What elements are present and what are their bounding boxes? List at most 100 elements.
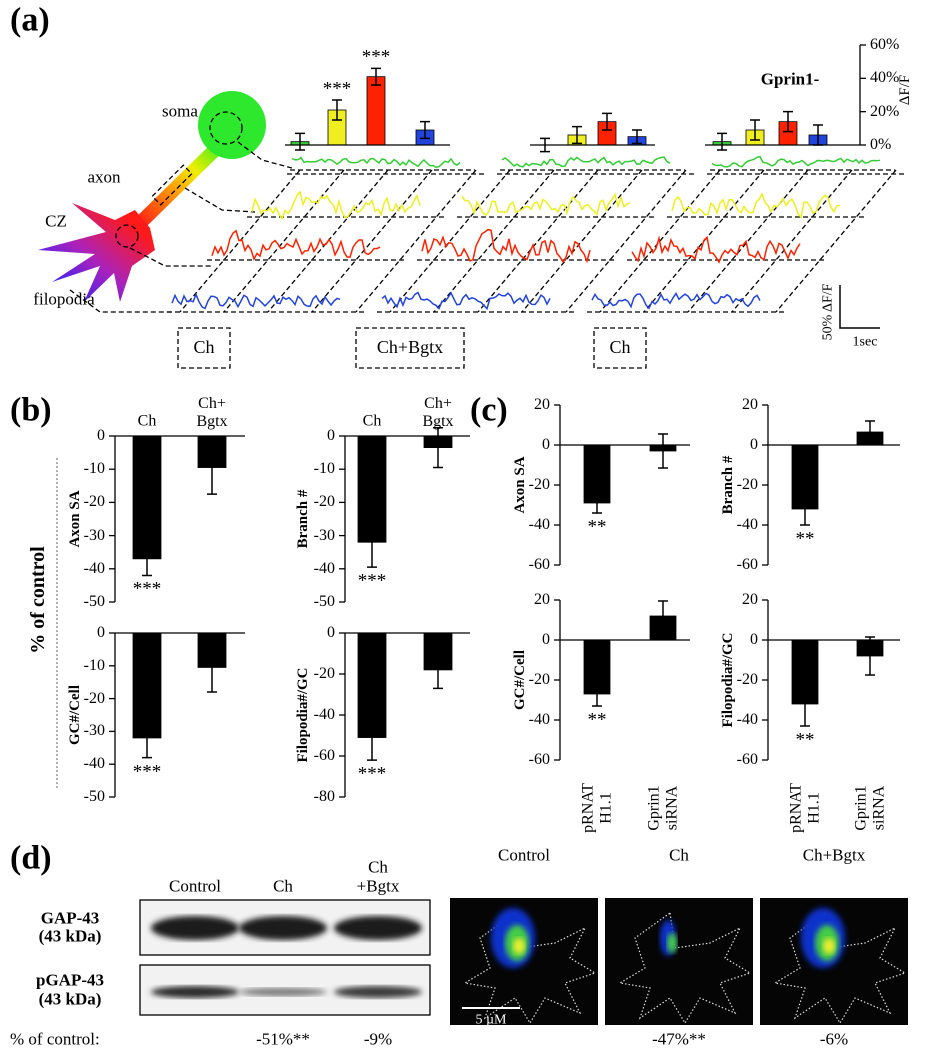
connector (69, 289, 172, 313)
frame (731, 169, 853, 313)
signal (823, 938, 835, 954)
error-bar (602, 112, 612, 131)
trace (671, 192, 841, 219)
y-axis-label: Filopodia#/GC (719, 632, 736, 728)
y-tick-label: -50 (83, 788, 105, 806)
label: soma (162, 101, 198, 121)
micrograph (605, 898, 753, 1025)
y-tick-label: -80 (313, 788, 335, 806)
frame (355, 169, 477, 313)
band (151, 986, 239, 998)
trace (501, 156, 671, 168)
significance: *** (361, 46, 391, 68)
y-tick-label: 0 (542, 436, 550, 454)
error-bar (371, 67, 381, 86)
bar (132, 435, 162, 560)
x-tick-label: Gprin1 siRNA (852, 785, 887, 831)
y-tick-label: -60 (736, 751, 758, 769)
significance: ** (587, 709, 607, 731)
significance: *** (357, 570, 387, 592)
frame (311, 169, 433, 313)
cell-outline (463, 911, 597, 1025)
scale-label: 1sec (852, 334, 878, 350)
y-tick-label: -40 (313, 560, 335, 577)
error-bar (750, 119, 760, 141)
x-tick-label: Ch+ Bgtx (422, 394, 454, 430)
column-label: Ch (273, 876, 293, 896)
frame (687, 169, 809, 313)
scale-label: 50% ΔF/F (820, 283, 836, 341)
frame (223, 169, 345, 313)
trace (591, 292, 761, 310)
connector (184, 187, 256, 213)
y-tick-label: -60 (736, 556, 758, 574)
y-tick-label: -40 (736, 711, 758, 729)
column-label: Ch +Bgtx (356, 857, 400, 896)
y-axis-label: Branch # (719, 455, 736, 515)
y-tick-label: -20 (736, 671, 758, 689)
trace (291, 156, 461, 168)
error-bar (142, 541, 152, 577)
y-axis-label: Filopodia#/GC (294, 667, 311, 763)
error-bar (632, 129, 642, 145)
y-tick-label: -10 (83, 460, 105, 478)
footer-value: -47%** (652, 1029, 706, 1049)
y-tick-label: -20 (83, 689, 105, 707)
label: CZ (45, 211, 67, 231)
y-axis-label: ΔF/F (896, 74, 913, 106)
condition-label: Ch (193, 337, 215, 358)
y-axis-label: GC#/Cell (66, 685, 83, 745)
error-bar (420, 120, 430, 140)
y-tick-label: 20 (534, 396, 550, 414)
y-tick-label: -50 (83, 593, 105, 611)
y-tick-label: 40% (870, 69, 900, 87)
error-bar (800, 681, 810, 727)
trace (631, 235, 801, 264)
x-tick-label: Ch (137, 412, 157, 430)
x-tick-label: pRNAT H1.1 (787, 783, 822, 833)
error-bar (295, 132, 305, 151)
cz-roi (115, 224, 139, 248)
trace (381, 291, 551, 311)
y-tick-label: -50 (313, 593, 335, 611)
error-bar (367, 714, 377, 761)
significance: *** (322, 78, 352, 100)
y-tick-label: 0 (750, 436, 758, 454)
trace (251, 190, 421, 221)
label: axon (87, 167, 121, 187)
condition-label: Ch+Bgtx (376, 337, 444, 358)
y-tick-label: 0 (97, 624, 105, 642)
y-tick-label: -40 (83, 755, 105, 773)
panel-label: (c) (470, 391, 508, 429)
scale-bar (839, 285, 880, 329)
y-tick-label: -30 (313, 526, 335, 544)
error-bar (658, 600, 668, 632)
error-bar (658, 433, 668, 469)
band (239, 988, 327, 996)
y-tick-label: -10 (83, 657, 105, 674)
y-tick-label: -40 (528, 711, 550, 729)
error-bar (717, 132, 727, 151)
label: filopodia (33, 289, 95, 309)
row-label: GAP-43 (43 kDa) (38, 907, 102, 946)
trace (211, 229, 381, 262)
y-tick-label: -10 (313, 460, 335, 478)
row-label: pGAP-43 (43 kDa) (36, 970, 104, 1008)
y-axis-label: GC#/Cell (511, 650, 528, 710)
footer-value: -9% (363, 1029, 393, 1049)
y-tick-label: 0 (327, 624, 335, 642)
y-axis-label: Axon SA (511, 456, 528, 514)
chart-title: Gprin1- (760, 69, 820, 89)
error-bar (783, 110, 793, 133)
x-tick-label: Ch+ Bgtx (196, 394, 228, 430)
panel-label: (b) (10, 391, 52, 429)
y-tick-label: 0 (542, 631, 550, 649)
y-tick-label: -30 (83, 526, 105, 544)
trace (461, 192, 631, 216)
error-bar (865, 420, 875, 444)
y-tick-label: -20 (313, 493, 335, 511)
soma (198, 91, 266, 159)
error-bar (592, 492, 602, 514)
y-tick-label: -20 (736, 476, 758, 494)
